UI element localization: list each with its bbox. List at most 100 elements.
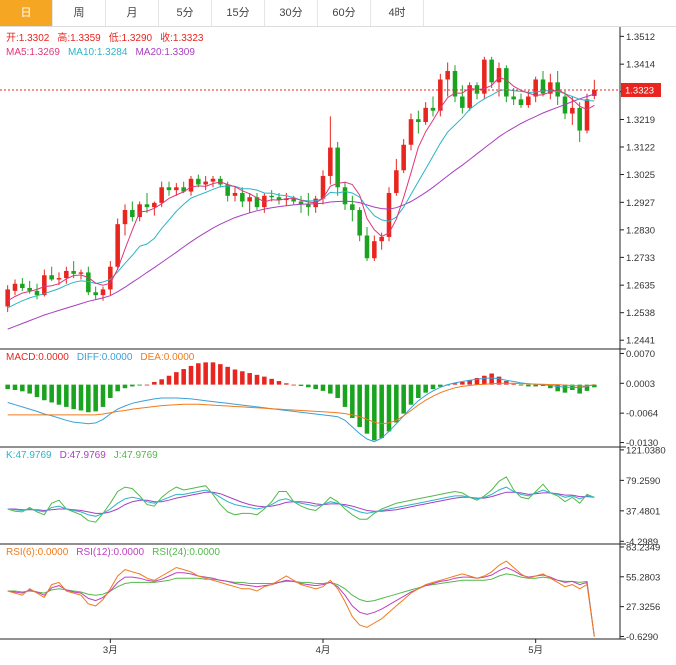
macd-bar-56 — [416, 384, 421, 398]
macd-legend: MACD:0.0000 DIFF:0.0000 DEA:0.0000 — [6, 352, 195, 363]
macd-bar-66 — [489, 373, 494, 385]
macd-bar-28 — [210, 362, 216, 385]
macd-bar-57 — [423, 384, 428, 393]
macd-bar-30 — [225, 366, 230, 385]
macd-bar-14 — [108, 384, 113, 398]
macd-bar-72 — [533, 384, 538, 387]
macd-bar-79 — [584, 384, 590, 391]
last-price-label: 1.3323 — [625, 85, 654, 96]
candle-body-62 — [460, 96, 465, 108]
ma20-line — [7, 93, 595, 330]
macd-bar-55 — [408, 384, 414, 405]
ohlc-legend: 开:1.3302 高:1.3359 低:1.3290 收:1.3323 — [6, 31, 204, 44]
rsi6-line — [7, 560, 595, 637]
candle-body-21 — [159, 187, 164, 203]
macd-bar-49 — [364, 384, 370, 434]
candle-body-34 — [254, 197, 260, 208]
j-line — [7, 476, 595, 523]
dea-line — [7, 382, 595, 425]
candle-body-65 — [482, 59, 487, 94]
macd-bar-44 — [328, 384, 333, 394]
macd-bar-0 — [5, 384, 10, 390]
candle-body-80 — [592, 89, 597, 96]
macd-bar-1 — [12, 384, 18, 390]
rsi24-line — [7, 573, 595, 637]
macd-bar-63 — [467, 380, 472, 385]
last-price-tag — [621, 82, 661, 97]
chart-canvas[interactable]: 1.35121.34141.33171.32191.31221.30251.29… — [0, 27, 676, 665]
macd-bar-13 — [100, 384, 106, 407]
macd-bar-12 — [93, 384, 98, 412]
macd-legend-item-0: MACD:0.0000 — [6, 352, 69, 363]
macd-bar-4 — [34, 384, 40, 398]
candle-body-48 — [357, 209, 362, 236]
candle-body-50 — [372, 241, 377, 259]
macd-bar-24 — [181, 369, 186, 385]
rsi-tick-label-2: 27.3256 — [626, 602, 660, 613]
ohlc-legend-item-1: 高:1.3359 — [57, 31, 101, 44]
candle-body-51 — [379, 236, 384, 242]
macd-bar-5 — [42, 384, 47, 401]
macd-bar-71 — [526, 384, 531, 387]
rsi-legend: RSI(6):0.0000 RSI(12):0.0000 RSI(24):0.000… — [6, 547, 220, 558]
macd-bar-16 — [122, 384, 128, 389]
macd-bar-29 — [218, 364, 223, 385]
candle-body-46 — [342, 187, 348, 205]
macd-bar-11 — [86, 384, 91, 413]
macd-bar-40 — [298, 384, 304, 386]
candle-body-38 — [284, 198, 289, 201]
macd-bar-34 — [254, 374, 260, 385]
price-tick-label-10: 1.2538 — [626, 308, 655, 319]
macd-bar-18 — [137, 384, 142, 386]
tab-60min[interactable]: 60分 — [318, 0, 371, 26]
tab-5min[interactable]: 5分 — [159, 0, 212, 26]
candle-body-52 — [386, 192, 392, 237]
candle-body-37 — [276, 197, 282, 201]
candle-body-26 — [196, 178, 201, 185]
macd-bar-31 — [232, 369, 238, 385]
macd-bar-17 — [130, 384, 135, 387]
candle-body-4 — [34, 290, 40, 296]
candle-body-59 — [438, 79, 443, 111]
candle-body-67 — [496, 68, 502, 83]
macd-bar-7 — [56, 384, 62, 405]
candle-body-30 — [225, 184, 230, 196]
tab-week[interactable]: 周 — [53, 0, 106, 26]
macd-bar-43 — [320, 384, 326, 391]
candle-body-24 — [181, 187, 186, 192]
macd-bar-42 — [313, 384, 318, 390]
kdj-tick-label-0: 121.0380 — [626, 445, 666, 456]
tab-day[interactable]: 日 — [0, 0, 53, 26]
kdj-legend-item-1: D:47.9769 — [60, 450, 107, 461]
candle-body-63 — [467, 85, 472, 108]
macd-bar-54 — [401, 384, 406, 414]
macd-bar-48 — [357, 384, 362, 427]
tab-15min[interactable]: 15分 — [212, 0, 265, 26]
tab-month[interactable]: 月 — [106, 0, 159, 26]
candle-body-55 — [408, 119, 414, 145]
rsi12-line — [7, 566, 595, 637]
macd-tick-label-2: -0.0064 — [626, 409, 658, 420]
ma5-line — [7, 76, 595, 302]
tab-30min[interactable]: 30分 — [265, 0, 318, 26]
kdj-tick-label-3: -4.2989 — [626, 537, 658, 548]
candle-body-14 — [108, 266, 113, 290]
ma-legend-item-2: MA20:1.3309 — [135, 47, 195, 58]
candle-body-28 — [210, 178, 216, 182]
candle-body-39 — [291, 198, 296, 202]
price-tick-label-0: 1.3512 — [626, 32, 655, 43]
ma-legend-item-1: MA10:1.3284 — [68, 47, 128, 58]
candle-body-60 — [445, 70, 450, 80]
dif-line — [7, 377, 595, 443]
kdj-tick-label-2: 37.4801 — [626, 506, 660, 517]
candle-body-54 — [401, 144, 406, 171]
candle-body-68 — [504, 68, 509, 97]
tab-4hour[interactable]: 4时 — [371, 0, 424, 26]
price-tick-label-11: 1.2441 — [626, 336, 655, 347]
rsi-legend-item-1: RSI(12):0.0000 — [76, 547, 144, 558]
macd-bar-41 — [306, 384, 311, 388]
rsi-tick-label-0: 83.2349 — [626, 542, 660, 553]
macd-bar-47 — [350, 384, 355, 419]
candle-body-49 — [364, 235, 370, 259]
macd-bar-65 — [482, 375, 487, 385]
